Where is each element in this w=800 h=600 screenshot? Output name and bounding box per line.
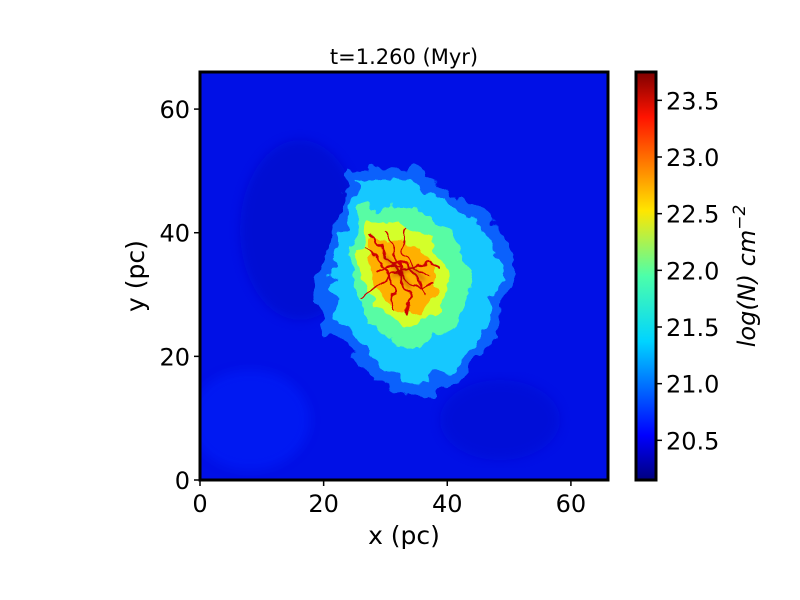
x-tick-label: 0 xyxy=(192,490,207,518)
colorbar-tick-label: 22.5 xyxy=(666,201,719,229)
colorbar-tick-label: 23.0 xyxy=(666,144,719,172)
heatmap-image xyxy=(200,72,608,480)
gas-cloud xyxy=(316,165,515,398)
colorbar-label-exponent: −2 xyxy=(730,205,750,230)
colorbar-label-text: log(N) cm xyxy=(733,230,761,347)
y-axis: 0 20 40 60 xyxy=(159,96,200,495)
colorbar-tick-label: 21.0 xyxy=(666,371,719,399)
chart-title: t=1.260 (Myr) xyxy=(330,45,478,69)
colorbar-tick-label: 21.5 xyxy=(666,314,719,342)
colorbar-tick-label: 22.0 xyxy=(666,257,719,285)
colorbar-gradient xyxy=(634,70,658,482)
x-tick-label: 40 xyxy=(432,490,463,518)
x-axis: 0 20 40 60 xyxy=(192,480,586,518)
y-tick-label: 20 xyxy=(159,343,190,371)
peak-filaments xyxy=(383,255,425,289)
x-tick-label: 60 xyxy=(556,490,587,518)
y-tick-label: 0 xyxy=(175,467,190,495)
colorbar-tick-label: 23.5 xyxy=(666,87,719,115)
darker-region-lower-right xyxy=(440,380,560,460)
y-axis-label: y (pc) xyxy=(121,240,150,312)
x-axis-label: x (pc) xyxy=(368,521,440,550)
lighter-region-lower-left xyxy=(200,370,310,470)
y-tick-label: 60 xyxy=(159,96,190,124)
colorbar-ticks: 20.5 21.0 21.5 22.0 22.5 23.0 23.5 xyxy=(656,87,719,455)
y-tick-label: 40 xyxy=(159,220,190,248)
colorbar-tick-label: 20.5 xyxy=(666,427,719,455)
colorbar: 20.5 21.0 21.5 22.0 22.5 23.0 23.5 log(N) cm−2 xyxy=(634,70,761,482)
plot-frame xyxy=(198,70,610,482)
x-tick-label: 20 xyxy=(308,490,339,518)
colorbar-label: log(N) cm−2 xyxy=(730,205,761,348)
